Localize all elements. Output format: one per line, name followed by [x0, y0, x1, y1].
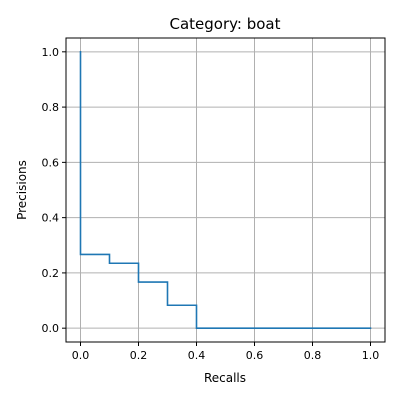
y-tick-label: 0.4	[42, 212, 60, 225]
y-tick-label: 0.0	[42, 322, 60, 335]
gridlines	[66, 38, 385, 342]
y-tick-label: 0.2	[42, 267, 60, 280]
plot-frame	[65, 37, 386, 343]
y-axis-ticks: 0.0 0.2 0.4 0.6 0.8 1.0	[42, 46, 66, 335]
y-axis-label: Precisions	[15, 160, 29, 220]
y-tick-label: 0.6	[42, 156, 60, 169]
x-tick-label: 0.8	[304, 349, 322, 362]
x-tick-label: 1.0	[362, 349, 380, 362]
x-axis-label: Recalls	[204, 371, 246, 385]
x-tick-label: 0.0	[72, 349, 90, 362]
chart-title: Category: boat	[169, 15, 280, 33]
x-axis-ticks: 0.0 0.2 0.4 0.6 0.8 1.0	[72, 342, 380, 362]
y-tick-label: 1.0	[42, 46, 60, 59]
series-layer	[79, 51, 372, 329]
x-tick-label: 0.4	[188, 349, 206, 362]
x-tick-label: 0.2	[130, 349, 148, 362]
y-tick-label: 0.8	[42, 101, 60, 114]
pr-curve-line	[79, 51, 372, 329]
x-tick-label: 0.6	[246, 349, 264, 362]
